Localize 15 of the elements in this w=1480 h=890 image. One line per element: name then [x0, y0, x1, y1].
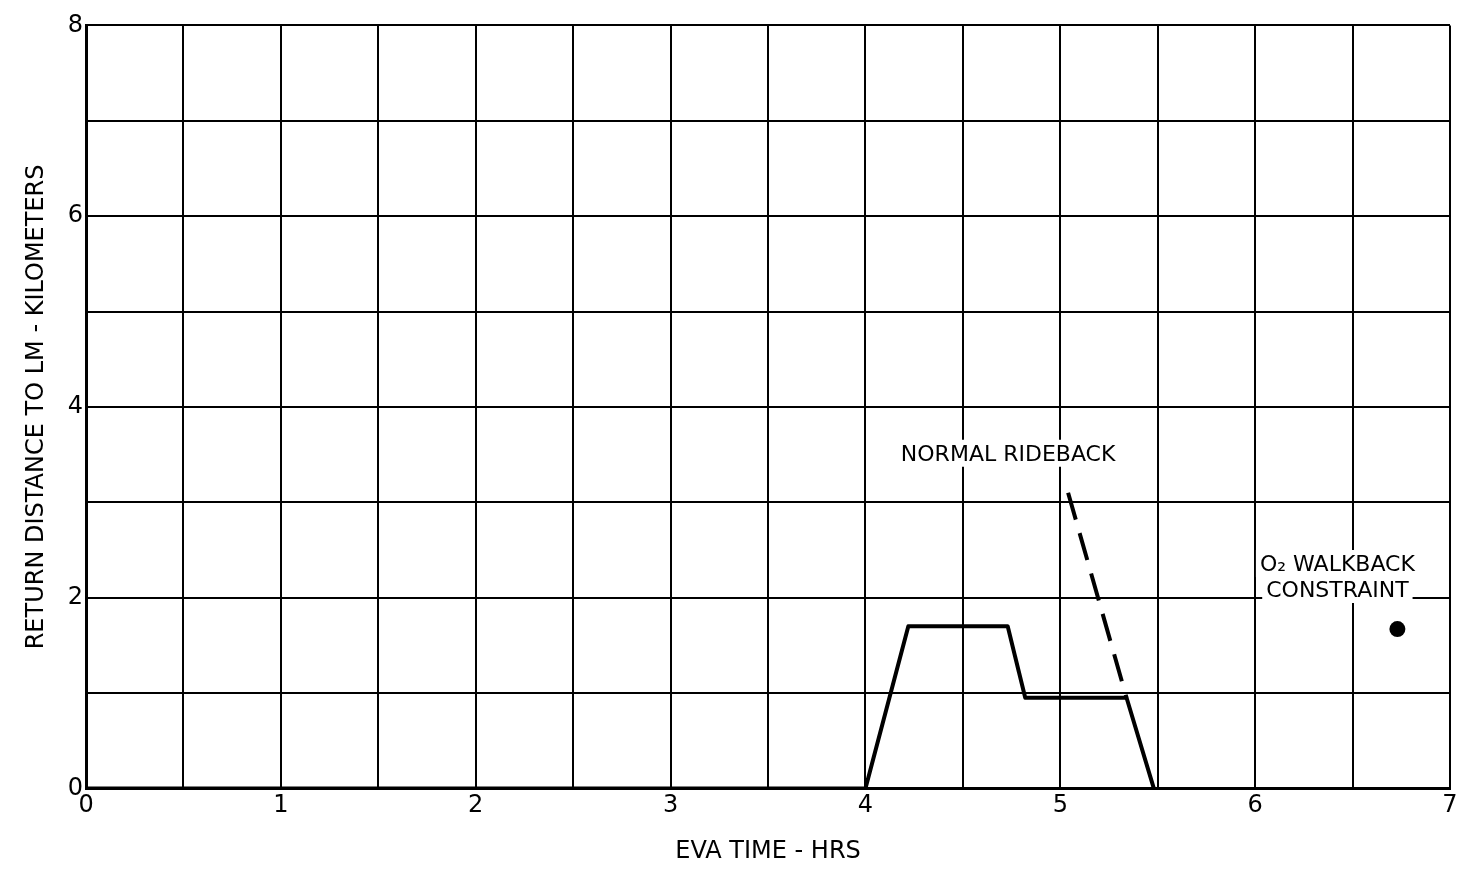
x-tick-label: 4 — [857, 790, 874, 819]
x-tick-label: 6 — [1247, 790, 1263, 819]
x-axis-title: EVA TIME - HRS — [675, 835, 861, 864]
y-tick-label: 2 — [67, 581, 84, 610]
x-tick-label: 7 — [1442, 790, 1458, 819]
y-tick-label: 8 — [67, 9, 84, 38]
x-tick-label: 1 — [273, 790, 289, 819]
y-tick-label: 6 — [67, 200, 84, 229]
annotation: O₂ WALKBACK CONSTRAINT — [1259, 551, 1416, 603]
annotation: NORMAL RIDEBACK — [900, 440, 1116, 466]
x-tick-label: 2 — [468, 790, 484, 819]
y-axis-title: RETURN DISTANCE TO LM - KILOMETERS — [20, 164, 49, 650]
x-tick-label: 5 — [1052, 790, 1068, 819]
x-tick-label: 3 — [662, 790, 679, 819]
y-tick-label: 4 — [67, 391, 84, 420]
